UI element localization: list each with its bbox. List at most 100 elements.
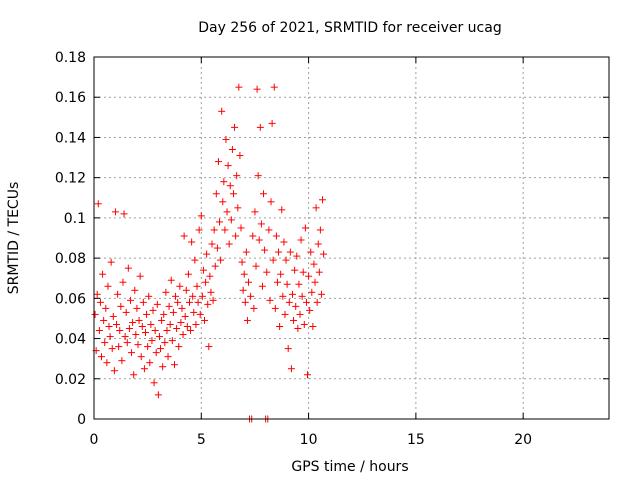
data-point: [185, 298, 193, 306]
data-point: [222, 135, 230, 143]
data-point: [251, 208, 259, 216]
data-point: [182, 286, 190, 294]
data-point: [196, 310, 204, 318]
data-point: [194, 298, 202, 306]
data-point: [266, 296, 274, 304]
y-tick-label: 0.1: [64, 211, 86, 227]
data-point: [148, 337, 156, 345]
data-point: [241, 298, 249, 306]
data-point: [170, 361, 178, 369]
data-point: [221, 226, 229, 234]
data-point: [236, 152, 244, 160]
data-point: [151, 327, 159, 335]
x-axis-label: GPS time / hours: [291, 459, 408, 475]
data-point: [129, 318, 137, 326]
data-point: [133, 304, 141, 312]
data-point: [227, 216, 235, 224]
data-point: [177, 318, 185, 326]
data-point: [286, 248, 294, 256]
data-point: [203, 250, 211, 258]
data-point: [146, 359, 154, 367]
x-tick-label: 5: [197, 432, 206, 448]
data-point: [258, 282, 266, 290]
data-point: [160, 310, 168, 318]
data-point: [159, 363, 167, 371]
data-point: [150, 379, 158, 387]
data-point: [233, 172, 241, 180]
y-tick-label: 0: [77, 412, 86, 428]
data-point: [98, 353, 106, 361]
data-point: [191, 256, 199, 264]
data-point: [153, 300, 161, 308]
y-tick-label: 0.14: [55, 130, 86, 146]
data-point: [218, 107, 226, 115]
data-point: [137, 353, 145, 361]
data-point: [234, 204, 242, 212]
data-point: [131, 286, 139, 294]
x-tick-label: 0: [90, 432, 99, 448]
data-point: [128, 349, 136, 357]
data-point: [291, 266, 299, 274]
data-point: [317, 290, 325, 298]
data-point: [103, 359, 111, 367]
y-tick-label: 0.08: [55, 251, 86, 267]
data-point: [210, 226, 218, 234]
data-point: [310, 260, 318, 268]
data-point: [188, 238, 196, 246]
x-tick-label: 20: [514, 432, 532, 448]
data-point: [293, 252, 301, 260]
data-point: [202, 278, 210, 286]
data-point: [294, 325, 302, 332]
data-point: [201, 316, 209, 324]
data-point: [271, 304, 279, 312]
data-point: [117, 302, 125, 310]
data-point: [290, 316, 298, 324]
data-point: [304, 371, 312, 379]
data-point: [187, 327, 195, 335]
data-point: [155, 333, 163, 341]
data-point: [249, 232, 257, 240]
data-point: [126, 296, 134, 304]
data-point: [136, 272, 144, 280]
data-point: [139, 298, 147, 306]
data-point: [189, 292, 197, 300]
data-point: [255, 236, 263, 244]
data-point: [163, 327, 171, 335]
data-point: [231, 123, 239, 131]
data-point: [145, 292, 153, 300]
data-point: [299, 268, 307, 276]
data-point: [275, 248, 283, 256]
data-point: [149, 306, 157, 314]
data-point: [174, 298, 182, 306]
data-point: [123, 339, 131, 347]
data-point: [282, 256, 290, 264]
data-point: [142, 329, 149, 337]
data-point: [102, 304, 110, 312]
data-point: [195, 226, 203, 234]
data-point: [205, 343, 213, 351]
axis-ticks: [93, 56, 609, 420]
data-point: [157, 345, 165, 353]
data-point: [301, 224, 309, 232]
data-point: [190, 308, 198, 316]
data-point: [267, 198, 275, 206]
data-point: [247, 292, 255, 300]
data-points: [91, 83, 328, 423]
data-point: [298, 292, 306, 300]
data-point: [240, 270, 248, 278]
data-point: [169, 308, 177, 316]
data-point: [135, 316, 143, 324]
data-point: [99, 270, 107, 278]
data-point: [167, 276, 175, 284]
x-tick-label: 15: [407, 432, 425, 448]
data-point: [285, 298, 293, 306]
data-point: [242, 248, 250, 256]
y-tick-label: 0.16: [55, 90, 86, 106]
data-point: [268, 119, 276, 127]
data-point: [279, 292, 287, 300]
data-point: [313, 298, 321, 306]
y-tick-label: 0.06: [55, 291, 86, 307]
data-point: [280, 238, 288, 246]
tick-labels: 0 0.02 0.04 0.06 0.08 0.1 0.12 0.14 0.16 0.18 0 5 10…: [55, 50, 532, 448]
data-point: [130, 371, 138, 379]
